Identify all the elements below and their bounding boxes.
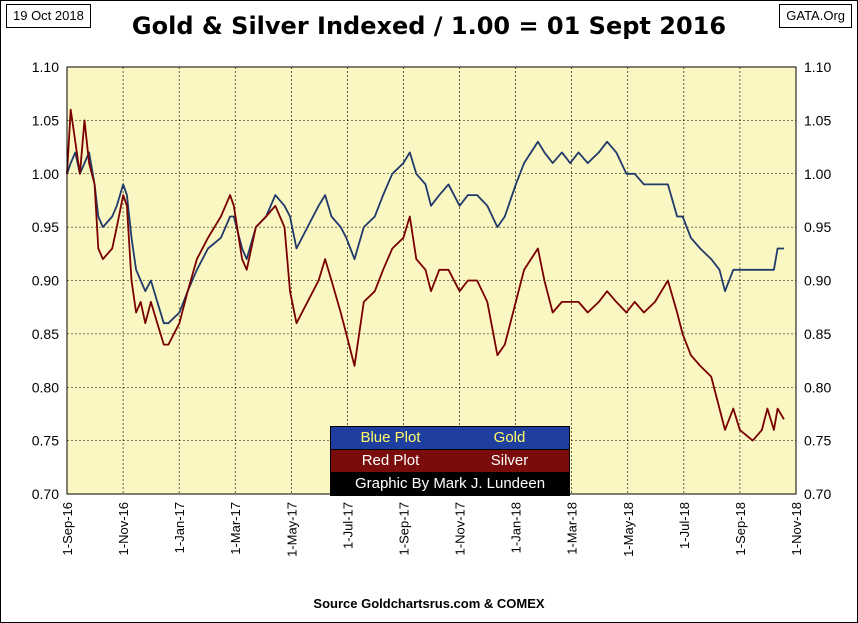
x-tick-label: 1-Nov-18 (789, 502, 804, 555)
y-tick-label-right: 0.90 (804, 273, 831, 289)
x-tick-label: 1-Sep-16 (60, 502, 75, 555)
y-tick-label-right: 0.95 (804, 219, 831, 235)
legend-row-silver: Red Plot Silver (330, 449, 570, 472)
y-tick-label-right: 0.75 (804, 433, 831, 449)
y-tick-label-left: 1.00 (32, 166, 59, 182)
y-tick-label-left: 1.05 (32, 112, 59, 128)
chart-title: Gold & Silver Indexed / 1.00 = 01 Sept 2… (131, 12, 727, 40)
y-tick-label-right: 1.00 (804, 166, 831, 182)
legend-credit: Graphic By Mark J. Lundeen (354, 475, 546, 492)
y-axis-left: 0.70 0.75 0.80 0.85 0.90 0.95 1.00 1.05 1.10 (32, 59, 59, 502)
legend-gold-left: Blue Plot (360, 429, 421, 446)
legend-gold-right: Gold (493, 429, 526, 446)
x-tick-label: 1-Jan-18 (509, 502, 524, 553)
x-tick-label: 1-Nov-16 (116, 502, 131, 555)
y-tick-label-left: 0.85 (32, 326, 59, 342)
series-group (66, 108, 785, 442)
series-line-gold (66, 140, 784, 325)
x-tick-label: 1-Jul-17 (340, 502, 355, 549)
y-tick-label-right: 0.80 (804, 379, 831, 395)
x-tick-label: 1-Nov-17 (453, 502, 468, 555)
x-tick-label: 1-Jul-18 (677, 502, 692, 549)
legend-row-credit: Graphic By Mark J. Lundeen (330, 472, 570, 496)
x-axis: 1-Sep-16 1-Nov-16 1-Jan-17 1-Mar-17 1-May-17… (60, 502, 804, 557)
x-tick-label: 1-Jan-17 (172, 502, 187, 553)
legend-row-gold: Blue Plot Gold (330, 426, 570, 449)
x-tick-label: 1-May-17 (284, 502, 299, 557)
y-tick-label-left: 0.90 (32, 273, 59, 289)
y-tick-label-right: 1.05 (804, 112, 831, 128)
date-stamp: 19 Oct 2018 (6, 4, 91, 28)
y-axis-right: 0.70 0.75 0.80 0.85 0.90 0.95 1.00 1.05 1.10 (804, 59, 831, 502)
y-tick-label-left: 0.80 (32, 379, 59, 395)
y-tick-label-left: 0.70 (32, 486, 59, 502)
legend: Blue Plot Gold Red Plot Silver Graphic B… (330, 426, 570, 496)
series-line-silver (66, 108, 785, 442)
legend-silver-left: Red Plot (361, 452, 420, 469)
source-note: Source Goldchartsrus.com & COMEX (313, 596, 545, 611)
x-tick-label: 1-Mar-17 (228, 502, 243, 555)
x-tick-label: 1-Mar-18 (565, 502, 580, 555)
x-tick-label: 1-May-18 (621, 502, 636, 557)
y-tick-label-right: 1.10 (804, 59, 831, 75)
y-tick-label-left: 0.75 (32, 433, 59, 449)
brand-label: GATA.Org (779, 4, 852, 28)
y-tick-label-left: 0.95 (32, 219, 59, 235)
y-tick-label-right: 0.85 (804, 326, 831, 342)
y-tick-label-left: 1.10 (32, 59, 59, 75)
y-tick-label-right: 0.70 (804, 486, 831, 502)
x-tick-label: 1-Sep-18 (733, 502, 748, 555)
legend-silver-right: Silver (490, 452, 529, 469)
x-tick-label: 1-Sep-17 (396, 502, 411, 555)
